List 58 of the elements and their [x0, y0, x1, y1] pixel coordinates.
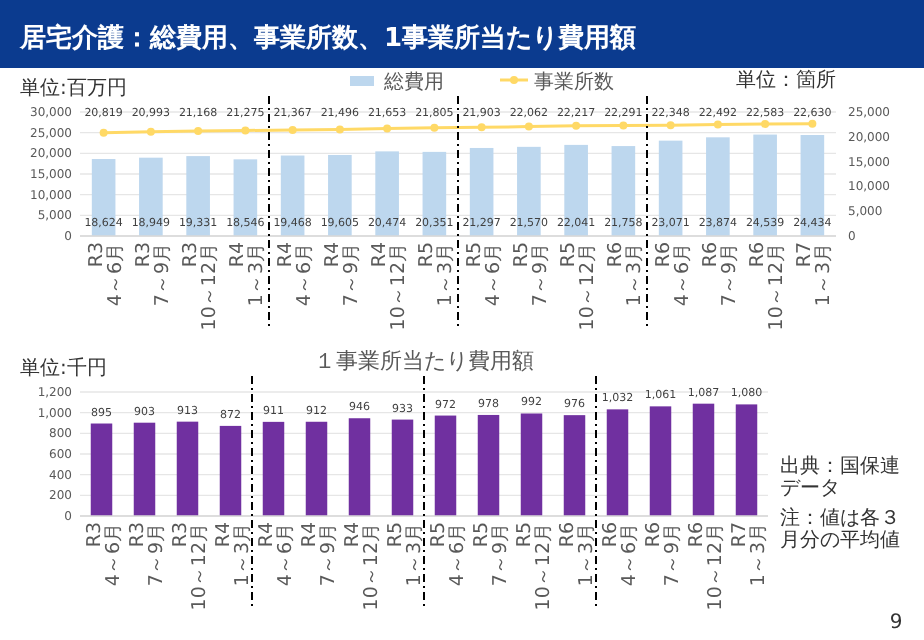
- bar: [262, 421, 285, 516]
- bar: [606, 409, 629, 516]
- x-tick-label: R3 7～9月: [132, 242, 174, 307]
- x-tick-label: R3 4～6月: [83, 522, 125, 587]
- bar: [176, 421, 199, 516]
- x-tick-label: R5 10～12月: [513, 522, 555, 611]
- x-tick-label: R6 10～12月: [747, 242, 789, 331]
- bar: [434, 415, 457, 516]
- x-tick-label: R3 4～6月: [85, 242, 127, 307]
- x-tick-label: R6 7～9月: [642, 522, 684, 587]
- x-tick-label: R4 7～9月: [298, 522, 340, 587]
- text: 9: [889, 612, 903, 634]
- x-tick-label: R6 4～6月: [652, 242, 694, 307]
- x-tick-label: R6 4～6月: [599, 522, 641, 587]
- y-axis-title: 単位:千円: [20, 356, 107, 380]
- x-tick-label: R3 10～12月: [180, 242, 222, 331]
- bar: [90, 423, 113, 516]
- text: 注：値は各３月分の平均値: [780, 506, 900, 552]
- bar: [133, 422, 156, 516]
- x-tick-label: R5 1～3月: [384, 522, 426, 587]
- chart-title: 居宅介護：総費用、事業所数、1事業所当たり費用額: [18, 22, 637, 54]
- x-tick-label: R6 10～12月: [685, 522, 727, 611]
- x-tick-label: R3 10～12月: [169, 522, 211, 611]
- bar: [219, 425, 242, 516]
- bar: [563, 415, 586, 516]
- x-tick-label: R4 7～9月: [321, 242, 363, 307]
- legend-label: 事業所数: [534, 70, 614, 94]
- source-note: 出典：国保連データ: [780, 454, 900, 500]
- x-tick-label: R6 7～9月: [699, 242, 741, 307]
- x-tick-label: R4 1～3月: [227, 242, 269, 307]
- bar: [477, 414, 500, 516]
- x-tick-label: R4 10～12月: [369, 242, 411, 331]
- x-tick-label: R4 4～6月: [255, 522, 297, 587]
- y-axis-title: 単位:百万円: [20, 76, 127, 100]
- x-tick-label: R5 7～9月: [470, 522, 512, 587]
- legend-label: 総費用: [382, 70, 444, 94]
- bar: [520, 413, 543, 516]
- bar: [348, 418, 371, 516]
- x-tick-label: R6 1～3月: [556, 522, 598, 587]
- x-tick-label: R4 10～12月: [341, 522, 383, 611]
- x-tick-label: R7 1～3月: [794, 242, 836, 307]
- bar: [735, 404, 758, 516]
- x-tick-label: R7 1～3月: [728, 522, 770, 587]
- bar: [391, 419, 414, 516]
- x-tick-label: R5 10～12月: [558, 242, 600, 331]
- x-tick-label: R5 7～9月: [510, 242, 552, 307]
- x-tick-label: R5 4～6月: [427, 522, 469, 587]
- x-tick-label: R5 1～3月: [416, 242, 458, 307]
- bar: [305, 421, 328, 516]
- x-tick-label: R5 4～6月: [463, 242, 505, 307]
- x-tick-label: R6 1～3月: [605, 242, 647, 307]
- y2-axis-title: 単位：箇所: [736, 68, 836, 92]
- x-tick-label: R4 4～6月: [274, 242, 316, 307]
- x-tick-label: R3 7～9月: [126, 522, 168, 587]
- x-tick-label: R4 1～3月: [212, 522, 254, 587]
- bar: [649, 406, 672, 516]
- bar: [692, 403, 715, 516]
- chart-title: １事業所当たり費用額: [314, 348, 534, 374]
